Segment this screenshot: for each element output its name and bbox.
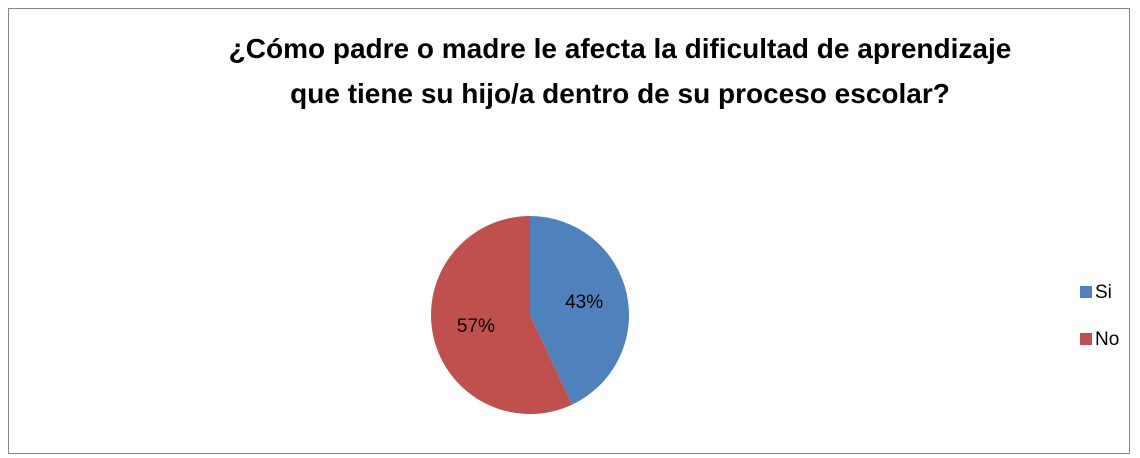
data-label: 43% [565, 292, 603, 313]
pie-slice [530, 216, 629, 405]
pie-slice [430, 216, 573, 415]
legend-swatch [1080, 286, 1092, 298]
chart-title: ¿Cómo padre o madre le afecta la dificul… [228, 33, 1012, 109]
legend-label: No [1095, 329, 1119, 350]
data-label: 57% [457, 316, 495, 337]
legend-swatch [1080, 333, 1092, 345]
legend-label: Si [1095, 282, 1112, 303]
chart-frame [8, 8, 1130, 454]
